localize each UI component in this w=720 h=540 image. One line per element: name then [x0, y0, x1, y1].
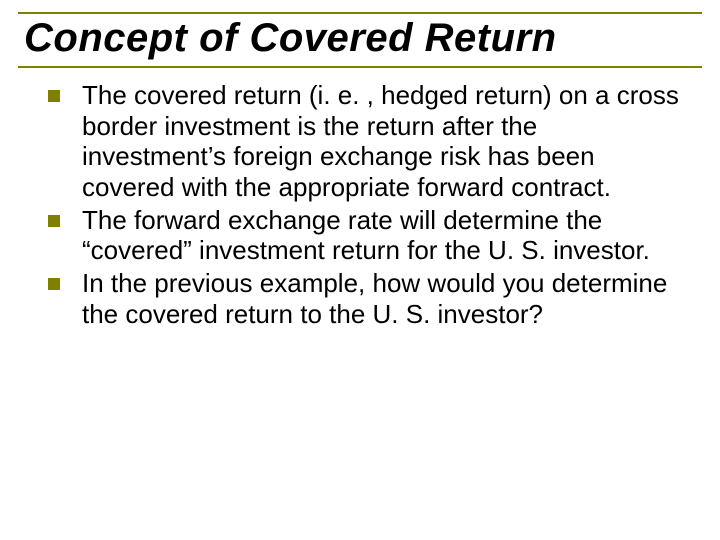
square-bullet-icon [48, 90, 60, 102]
bullet-text: In the previous example, how would you d… [82, 268, 688, 329]
slide-title: Concept of Covered Return [24, 16, 702, 60]
list-item: The forward exchange rate will determine… [48, 205, 688, 266]
square-bullet-icon [48, 215, 60, 227]
title-container: Concept of Covered Return [18, 12, 702, 68]
slide: Concept of Covered Return The covered re… [0, 0, 720, 540]
square-bullet-icon [48, 278, 60, 290]
list-item: In the previous example, how would you d… [48, 268, 688, 329]
bullet-text: The forward exchange rate will determine… [82, 205, 688, 266]
bullet-text: The covered return (i. e. , hedged retur… [82, 80, 688, 203]
slide-body: The covered return (i. e. , hedged retur… [48, 80, 688, 331]
list-item: The covered return (i. e. , hedged retur… [48, 80, 688, 203]
